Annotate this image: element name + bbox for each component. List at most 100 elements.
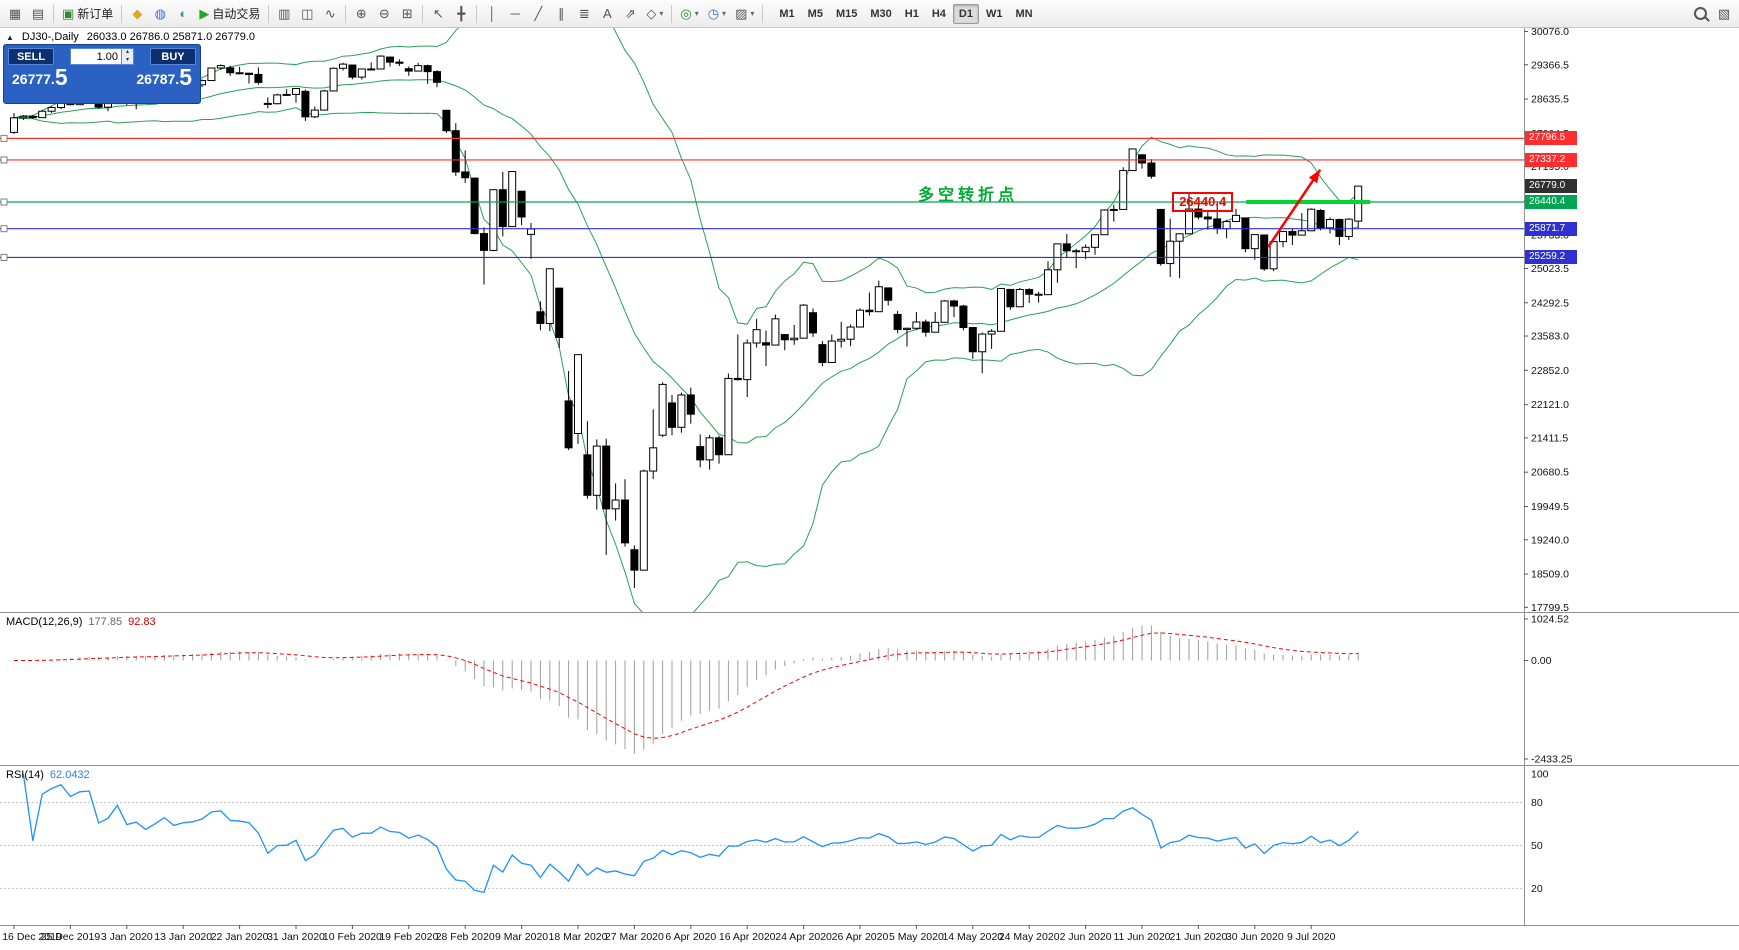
periods-icon[interactable]: ◷ ▾ [704, 3, 730, 25]
candle-body [1015, 288, 1024, 308]
timeframe-w1[interactable]: W1 [980, 4, 1009, 24]
trend-arrow-annotation[interactable] [1267, 168, 1322, 248]
candle-body [1269, 241, 1278, 270]
bar-chart-mode-icon[interactable]: ▥ [273, 3, 295, 25]
vertical-line-icon[interactable]: │ [481, 3, 503, 25]
market-icon[interactable]: ◐ [172, 3, 194, 25]
candle-body [639, 470, 648, 571]
fibonacci-icon[interactable]: ≣ [573, 3, 595, 25]
sell-price[interactable]: 26777. 5 [12, 66, 68, 89]
price-axis-label: 25023.5 [1531, 263, 1569, 275]
volume-input[interactable] [70, 48, 122, 65]
time-axis-label: 14 May 2020 [942, 931, 1003, 943]
timeframe-m1[interactable]: M1 [773, 4, 800, 24]
buy-button[interactable]: BUY [150, 48, 196, 65]
panel-collapse-arrow[interactable]: ▲ [6, 32, 14, 42]
crosshair-icon[interactable]: ╋ [450, 3, 472, 25]
candle-body [282, 93, 291, 96]
candle-body [846, 326, 855, 340]
volume-up-button[interactable]: ▴ [122, 49, 133, 57]
volume-down-button[interactable]: ▾ [122, 57, 133, 65]
line-chart-mode-icon[interactable]: ∿ [319, 3, 341, 25]
chart-profiles-icon[interactable]: ▤ [27, 3, 49, 25]
candle-body [997, 287, 1005, 332]
hline-left-marker [0, 253, 8, 261]
buy-price[interactable]: 26787. 5 [136, 66, 192, 89]
timeframe-m30[interactable]: M30 [864, 4, 897, 24]
candle-body [1335, 219, 1344, 237]
search-icon[interactable] [1689, 3, 1711, 25]
candle-body [451, 130, 460, 173]
candle-body [404, 68, 413, 72]
candle-body [19, 115, 28, 119]
candle-body [1279, 230, 1287, 243]
toolbar-separator [345, 4, 347, 23]
timeframe-d1[interactable]: D1 [952, 3, 979, 24]
price-axis-label: 18509.0 [1531, 569, 1569, 581]
candle-body [987, 330, 996, 335]
community-icon[interactable]: ◍ [149, 3, 171, 25]
candle-body [959, 305, 968, 329]
candle-body [376, 55, 385, 70]
candle-body [1034, 293, 1043, 296]
candle-body [1194, 208, 1203, 218]
trend-arrow-head[interactable] [1308, 169, 1321, 184]
rsi-axis-label: 80 [1531, 797, 1543, 809]
cursor-icon[interactable]: ↖ [427, 3, 449, 25]
text-tool-icon[interactable]: A [596, 3, 618, 25]
ohlc-values: 26033.0 26786.0 25871.0 26779.0 [86, 31, 255, 43]
candle-body [696, 446, 705, 461]
candle-body [893, 313, 902, 330]
candle-body [780, 334, 789, 341]
time-axis-label: 19 Feb 2020 [379, 931, 438, 943]
candle-body [263, 102, 272, 105]
tile-windows-icon[interactable]: ⊞ [396, 3, 418, 25]
annotation-text[interactable]: 多空转折点 [918, 187, 1019, 204]
hline-left-marker [0, 198, 8, 206]
price-level-badge: 25259.2 [1525, 250, 1577, 265]
metaquotes-icon[interactable]: ◆ [126, 3, 148, 25]
channel-icon[interactable]: ∥ [550, 3, 572, 25]
timeframe-m5[interactable]: M5 [802, 4, 829, 24]
templates-icon[interactable]: ▨ ▾ [731, 3, 758, 25]
timeframe-h4[interactable]: H4 [926, 4, 952, 24]
candle-body [856, 309, 864, 328]
candle-body [762, 342, 770, 346]
last-price-badge: 26779.0 [1525, 179, 1577, 194]
candle-body [1138, 154, 1146, 164]
candle-body [1260, 234, 1269, 270]
indicators-icon[interactable]: ◎ ▾ [676, 3, 702, 25]
candle-body [884, 287, 893, 301]
price-level-badge: 26440.4 [1525, 195, 1577, 209]
timeframe-h1[interactable]: H1 [899, 4, 925, 24]
sell-button[interactable]: SELL [8, 48, 54, 65]
autotrading-button[interactable]: ▶ 自动交易 [195, 3, 264, 25]
candle-body [1175, 233, 1184, 242]
candle-body [395, 61, 404, 64]
candle-body [235, 72, 244, 75]
symbol-period-label: DJ30-,Daily [21, 31, 79, 43]
new-order-button[interactable]: ▣ 新订单 [58, 3, 117, 25]
new-chart-icon[interactable]: ▦ [4, 3, 26, 25]
timeframe-mn[interactable]: MN [1009, 4, 1038, 24]
candle-body [1100, 209, 1109, 236]
new-window-icon[interactable]: ▧ [1713, 3, 1735, 25]
zoom-out-icon[interactable]: ⊖ [373, 3, 395, 25]
candle-body [545, 268, 554, 324]
zoom-in-icon[interactable]: ⊕ [350, 3, 372, 25]
timeframe-group: M1 M5 M15 M30 H1 H4 D1 W1 MN [773, 3, 1038, 24]
candle-chart-mode-icon[interactable]: ◫ [296, 3, 318, 25]
candle-body [1222, 220, 1231, 230]
trendline-icon[interactable]: ╱ [527, 3, 549, 25]
timeframe-m15[interactable]: M15 [830, 4, 863, 24]
horizontal-line-icon[interactable]: ─ [504, 3, 526, 25]
arrows-tool-icon[interactable]: ⇗ [619, 3, 641, 25]
rsi-name: RSI(14) [6, 769, 44, 781]
annotation-price-box[interactable]: 26440.4 [1172, 192, 1234, 212]
chart-plot-area[interactable] [0, 28, 1524, 925]
time-axis-label: 3 Jan 2020 [101, 931, 153, 943]
toolbar-separator [268, 4, 270, 23]
shapes-tool-icon[interactable]: ◇ ▾ [642, 3, 667, 25]
